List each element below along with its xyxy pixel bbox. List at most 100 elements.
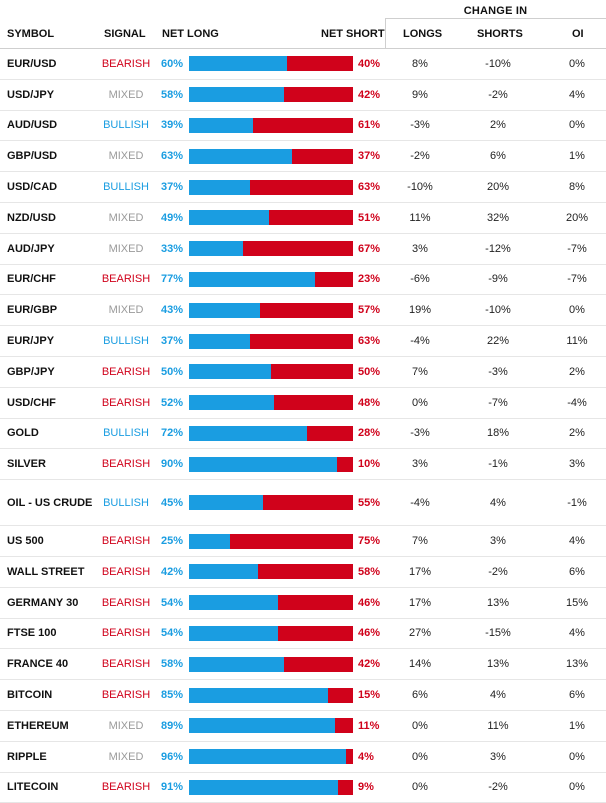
row-change-oi: 1% <box>569 719 585 732</box>
row-net-long: 96% <box>161 750 184 763</box>
sentiment-bar <box>189 749 353 765</box>
row-net-long: 91% <box>161 781 184 794</box>
table-row[interactable]: GERMANY 30 BEARISH 54% 46% 17% 13% 15% <box>0 588 606 619</box>
row-change-shorts: -2% <box>488 781 508 794</box>
net-long-bar-fill <box>189 687 329 703</box>
table-row[interactable]: AUD/USD BULLISH 39% 61% -3% 2% 0% <box>0 111 606 142</box>
header-symbol[interactable]: SYMBOL <box>7 28 55 40</box>
row-change-longs: 9% <box>412 88 428 101</box>
row-change-longs: 0% <box>412 719 428 732</box>
table-row[interactable]: GBP/USD MIXED 63% 37% -2% 6% 1% <box>0 141 606 173</box>
row-symbol[interactable]: FRANCE 40 <box>7 658 69 671</box>
row-change-oi: 0% <box>569 119 585 132</box>
row-symbol[interactable]: GERMANY 30 <box>7 596 79 609</box>
net-long-bar-fill <box>189 87 285 103</box>
row-symbol[interactable]: LITECOIN <box>7 781 59 794</box>
row-net-short: 15% <box>358 689 381 702</box>
row-net-short: 46% <box>358 627 381 640</box>
row-symbol[interactable]: OIL - US CRUDE <box>7 496 93 509</box>
header-net-short[interactable]: NET SHORT <box>321 28 385 40</box>
sentiment-bar <box>189 117 353 133</box>
net-long-bar-fill <box>189 271 316 287</box>
row-symbol[interactable]: EUR/GBP <box>7 304 58 317</box>
table-row[interactable]: GOLD BULLISH 72% 28% -3% 18% 2% <box>0 419 606 450</box>
row-symbol[interactable]: NZD/USD <box>7 211 56 224</box>
table-row[interactable]: OIL - US CRUDE BULLISH 45% 55% -4% 4% -1% <box>0 480 606 527</box>
row-net-short: 11% <box>358 719 380 732</box>
table-row[interactable]: AUD/JPY MIXED 33% 67% 3% -12% -7% <box>0 234 606 265</box>
row-change-shorts: -7% <box>488 396 508 409</box>
table-row[interactable]: USD/CHF BEARISH 52% 48% 0% -7% -4% <box>0 388 606 419</box>
row-change-shorts: 4% <box>490 689 506 702</box>
row-symbol[interactable]: GOLD <box>7 427 39 440</box>
row-change-oi: 6% <box>569 689 585 702</box>
table-row[interactable]: EUR/GBP MIXED 43% 57% 19% -10% 0% <box>0 295 606 327</box>
row-symbol[interactable]: GBP/JPY <box>7 365 55 378</box>
row-signal: MIXED <box>108 750 144 763</box>
row-symbol[interactable]: USD/CHF <box>7 396 56 409</box>
row-symbol[interactable]: EUR/USD <box>7 57 57 70</box>
row-net-long: 58% <box>161 88 184 101</box>
row-net-long: 45% <box>161 496 184 509</box>
table-row[interactable]: BITCOIN BEARISH 85% 15% 6% 4% 6% <box>0 680 606 711</box>
row-net-long: 50% <box>161 365 184 378</box>
table-row[interactable]: FTSE 100 BEARISH 54% 46% 27% -15% 4% <box>0 619 606 650</box>
row-symbol[interactable]: EUR/JPY <box>7 335 55 348</box>
header-net-long[interactable]: NET LONG <box>162 28 219 40</box>
table-row[interactable]: FRANCE 40 BEARISH 58% 42% 14% 13% 13% <box>0 649 606 681</box>
table-row[interactable]: RIPPLE MIXED 96% 4% 0% 3% 0% <box>0 742 606 773</box>
header-oi[interactable]: OI <box>572 28 584 40</box>
table-row[interactable]: SILVER BEARISH 90% 10% 3% -1% 3% <box>0 449 606 481</box>
row-symbol[interactable]: FTSE 100 <box>7 627 57 640</box>
row-symbol[interactable]: EUR/CHF <box>7 273 56 286</box>
table-row[interactable]: NZD/USD MIXED 49% 51% 11% 32% 20% <box>0 203 606 234</box>
row-symbol[interactable]: SILVER <box>7 458 46 471</box>
row-symbol[interactable]: USD/CAD <box>7 181 58 194</box>
row-symbol[interactable]: GBP/USD <box>7 150 58 163</box>
row-signal: BEARISH <box>101 273 151 286</box>
row-net-short: 48% <box>358 396 381 409</box>
table-row[interactable]: WALL STREET BEARISH 42% 58% 17% -2% 6% <box>0 557 606 588</box>
table-row[interactable]: ETHEREUM MIXED 89% 11% 0% 11% 1% <box>0 711 606 742</box>
net-long-bar-fill <box>189 210 270 226</box>
row-net-long: 60% <box>161 57 184 70</box>
row-signal: MIXED <box>108 150 144 163</box>
table-row[interactable]: USD/CAD BULLISH 37% 63% -10% 20% 8% <box>0 172 606 203</box>
row-symbol[interactable]: WALL STREET <box>7 565 85 578</box>
row-change-oi: 0% <box>569 304 585 317</box>
row-net-short: 40% <box>358 57 381 70</box>
row-change-shorts: 2% <box>490 119 506 132</box>
row-symbol[interactable]: USD/JPY <box>7 88 55 101</box>
table-body: EUR/USD BEARISH 60% 40% 8% -10% 0% USD/JPY MIXED… <box>0 49 606 803</box>
header-longs[interactable]: LONGS <box>403 28 443 40</box>
row-change-oi: -7% <box>567 273 587 286</box>
row-signal: MIXED <box>108 242 144 255</box>
row-symbol[interactable]: AUD/USD <box>7 119 58 132</box>
header-shorts[interactable]: SHORTS <box>477 28 523 40</box>
net-long-bar-fill <box>189 425 308 441</box>
row-symbol[interactable]: RIPPLE <box>7 750 47 763</box>
table-row[interactable]: EUR/CHF BEARISH 77% 23% -6% -9% -7% <box>0 265 606 296</box>
row-change-longs: 17% <box>408 565 432 578</box>
row-symbol[interactable]: ETHEREUM <box>7 719 69 732</box>
table-row[interactable]: EUR/USD BEARISH 60% 40% 8% -10% 0% <box>0 49 606 80</box>
row-change-longs: -4% <box>410 496 430 509</box>
row-change-oi: 0% <box>569 750 585 763</box>
table-row[interactable]: USD/JPY MIXED 58% 42% 9% -2% 4% <box>0 80 606 111</box>
row-symbol[interactable]: US 500 <box>7 535 44 548</box>
net-long-bar-fill <box>189 179 250 195</box>
header-signal[interactable]: SIGNAL <box>104 28 146 40</box>
row-symbol[interactable]: AUD/JPY <box>7 242 55 255</box>
row-net-long: 25% <box>161 535 184 548</box>
table-row[interactable]: LITECOIN BEARISH 91% 9% 0% -2% 0% <box>0 773 606 803</box>
table-row[interactable]: GBP/JPY BEARISH 50% 50% 7% -3% 2% <box>0 357 606 388</box>
net-long-bar-fill <box>189 564 258 580</box>
row-change-longs: 3% <box>412 242 428 255</box>
row-net-long: 33% <box>161 242 184 255</box>
row-change-oi: 13% <box>565 658 589 671</box>
table-row[interactable]: EUR/JPY BULLISH 37% 63% -4% 22% 11% <box>0 326 606 357</box>
table-row[interactable]: US 500 BEARISH 25% 75% 7% 3% 4% <box>0 526 606 557</box>
row-symbol[interactable]: BITCOIN <box>7 689 53 702</box>
row-change-oi: 4% <box>569 627 585 640</box>
sentiment-bar <box>189 148 353 164</box>
